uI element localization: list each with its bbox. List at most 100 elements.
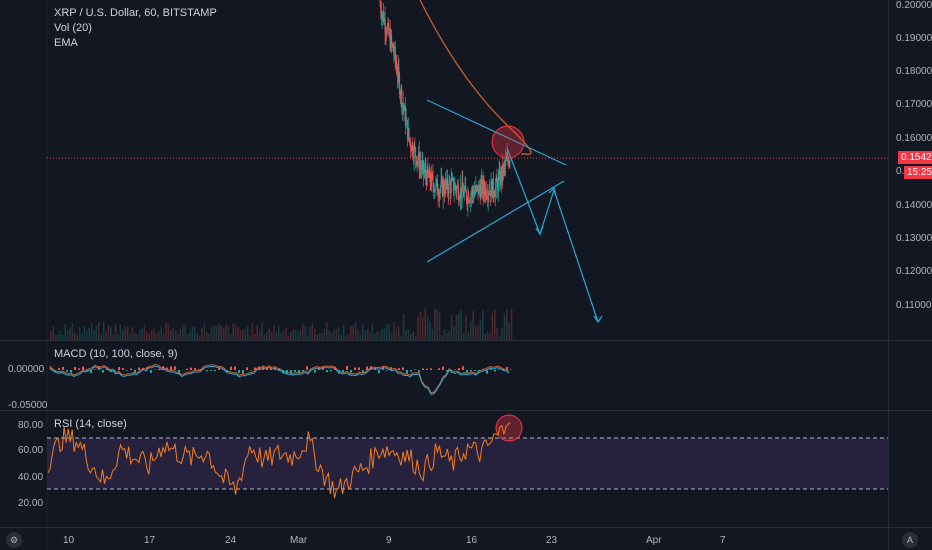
arrow-head-2	[548, 186, 557, 197]
volume-bar	[268, 328, 270, 340]
macd-histogram-bar	[282, 370, 284, 374]
macd-histogram-bar	[90, 370, 92, 373]
symbol-title[interactable]: XRP / U.S. Dollar, 60, BITSTAMP	[54, 7, 217, 19]
candle-body	[503, 164, 505, 166]
volume-bar	[126, 325, 129, 340]
volume-bar	[218, 324, 220, 340]
auto-scale-button[interactable]: A	[902, 532, 918, 548]
rsi-line	[47, 422, 511, 499]
candle-body	[481, 179, 483, 195]
volume-bar	[134, 333, 136, 340]
candle-body	[461, 182, 463, 199]
volume-bar	[172, 327, 174, 340]
macd-histogram-bar	[226, 370, 228, 372]
candle-body	[478, 185, 480, 195]
price-tick: 0.14000	[896, 200, 932, 211]
macd-histogram-bar	[286, 370, 288, 374]
volume-bar	[258, 329, 261, 340]
candle-body	[456, 187, 458, 192]
candle-body	[460, 187, 462, 199]
macd-histogram-bar	[210, 370, 212, 371]
macd-histogram-bar	[398, 368, 400, 370]
candle-body	[447, 177, 449, 190]
gear-icon[interactable]: ⚙	[6, 532, 22, 548]
rsi-legend[interactable]: RSI (14, close)	[54, 418, 127, 430]
volume-bar	[407, 329, 410, 340]
volume-bar	[441, 335, 443, 340]
volume-bar	[100, 334, 102, 340]
volume-bar	[201, 327, 203, 340]
volume-bar	[393, 322, 395, 340]
pane-separator-rsi[interactable]	[0, 410, 932, 411]
volume-bar	[465, 315, 467, 340]
candle-body	[394, 46, 396, 60]
price-tick: 0.16000	[896, 133, 932, 144]
volume-bar	[311, 323, 314, 340]
volume-legend[interactable]: Vol (20)	[54, 22, 92, 34]
macd-histogram-bar	[202, 368, 204, 370]
volume-bar	[424, 308, 426, 340]
volume-bar	[285, 327, 287, 340]
candle-body	[493, 194, 495, 197]
rsi-tick: 20.00	[18, 498, 44, 509]
volume-bar	[136, 334, 138, 340]
candle-body	[451, 178, 453, 181]
candle-body	[397, 67, 399, 77]
volume-bar	[431, 328, 434, 340]
rsi-circle-marker[interactable]	[495, 414, 523, 442]
time-tick: 16	[466, 535, 478, 546]
macd-legend[interactable]: MACD (10, 100, close, 9)	[54, 348, 178, 360]
projection-path[interactable]	[506, 147, 599, 323]
volume-bar	[501, 328, 503, 340]
volume-bar	[395, 329, 398, 340]
upper-trendline[interactable]	[426, 99, 567, 166]
volume-bar	[326, 322, 328, 340]
candle-body	[449, 181, 451, 184]
volume-bar	[287, 335, 290, 340]
volume-bar	[208, 334, 210, 340]
candle-body	[495, 178, 497, 188]
candle-body	[404, 106, 406, 126]
volume-bar	[484, 334, 486, 340]
volume-bar	[398, 326, 400, 340]
macd-histogram-bar	[94, 369, 96, 370]
volume-bar	[302, 323, 304, 340]
candle-body	[501, 164, 503, 181]
lower-trendline[interactable]	[426, 180, 565, 263]
volume-bar	[400, 335, 402, 340]
macd-histogram-bar	[74, 366, 76, 370]
macd-histogram-bar	[186, 368, 188, 370]
candle-body	[418, 152, 420, 171]
volume-bar	[167, 324, 170, 340]
volume-bar	[388, 324, 390, 340]
volume-bar	[105, 332, 107, 340]
pane-separator-macd[interactable]	[0, 340, 932, 341]
volume-bar	[314, 328, 316, 340]
volume-bar	[446, 333, 448, 340]
candle-body	[391, 35, 393, 44]
candle-body	[489, 190, 491, 197]
macd-histogram-bar	[402, 367, 404, 370]
price-circle-marker[interactable]	[491, 125, 525, 159]
candle-body	[427, 166, 429, 174]
candle-body	[473, 193, 475, 198]
volume-bar	[376, 331, 378, 340]
volume-bar	[386, 324, 388, 340]
volume-bar	[414, 335, 417, 340]
macd-histogram-bar	[386, 370, 388, 371]
volume-bar	[50, 331, 52, 340]
ema-legend[interactable]: EMA	[54, 37, 78, 49]
volume-bar	[422, 317, 424, 340]
macd-histogram-bar	[102, 370, 104, 373]
macd-histogram-bar	[366, 366, 368, 370]
volume-bar	[74, 332, 76, 340]
volume-bar	[450, 314, 453, 340]
volume-bar	[57, 334, 59, 340]
volume-bar	[213, 325, 215, 340]
volume-bar	[419, 311, 422, 340]
volume-bar	[148, 334, 150, 340]
macd-histogram-bar	[474, 370, 476, 372]
volume-bar	[390, 332, 393, 340]
volume-bar	[66, 330, 69, 340]
